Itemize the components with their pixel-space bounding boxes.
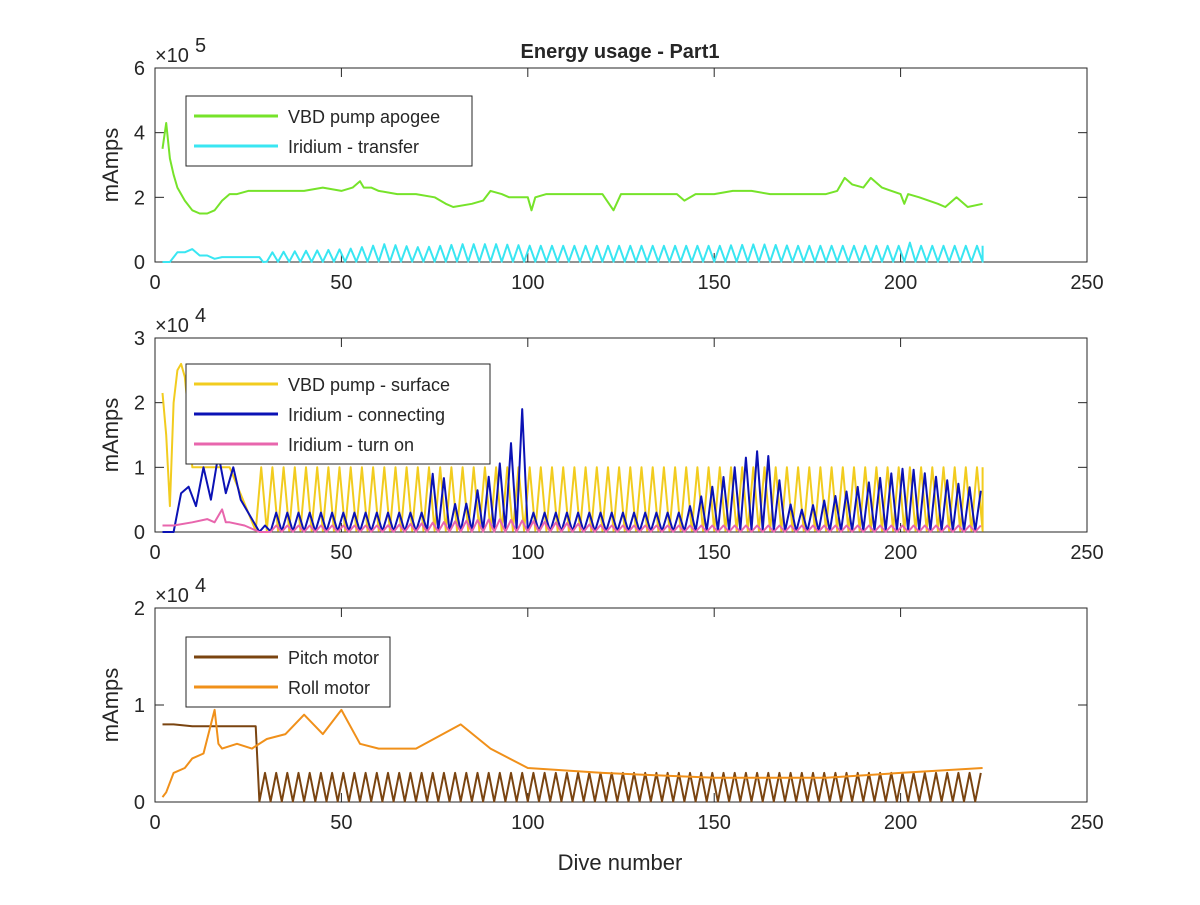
axes-box-2 [154, 337, 1088, 533]
x-tick-label: 250 [1070, 272, 1103, 294]
y-exponent-label: ×10 [155, 585, 189, 607]
series-line-2-3 [162, 508, 982, 533]
x-tick-label: 200 [884, 272, 917, 294]
legend-label: Iridium - connecting [288, 405, 445, 425]
y-exponent: 4 [195, 575, 206, 597]
x-tick-label: 50 [330, 272, 352, 294]
series-line-1-2 [162, 241, 984, 263]
y-exponent: 5 [195, 35, 206, 57]
x-tick-label: 100 [511, 272, 544, 294]
y-tick-label: 6 [134, 58, 145, 80]
x-tick-label: 200 [884, 812, 917, 834]
x-tick-label: 0 [149, 272, 160, 294]
legend-box-3 [185, 636, 391, 708]
y-tick-label: 0 [134, 252, 145, 274]
y-tick-label: 1 [134, 457, 145, 479]
y-tick-label: 4 [134, 123, 145, 145]
legend-label: Iridium - transfer [288, 137, 419, 157]
y-axis-label: mAmps [98, 398, 123, 473]
y-tick-label: 2 [134, 598, 145, 620]
x-tick-label: 50 [330, 542, 352, 564]
x-tick-label: 150 [698, 812, 731, 834]
x-tick-label: 100 [511, 812, 544, 834]
y-exponent-label: ×10 [155, 45, 189, 67]
legend-label: Pitch motor [288, 648, 379, 668]
series-line-2-2 [162, 408, 982, 533]
y-tick-label: 2 [134, 393, 145, 415]
y-tick-label: 1 [134, 695, 145, 717]
y-exponent: 4 [195, 305, 206, 327]
x-tick-label: 0 [149, 542, 160, 564]
legend-box-1 [185, 95, 473, 167]
y-tick-label: 2 [134, 187, 145, 209]
x-tick-label: 0 [149, 812, 160, 834]
axes-box-1 [154, 67, 1088, 263]
legend-label: Iridium - turn on [288, 435, 414, 455]
series-line-3-2 [161, 708, 983, 798]
legend-label: VBD pump apogee [288, 107, 440, 127]
x-axis-label: Dive number [558, 850, 683, 875]
y-tick-label: 3 [134, 328, 145, 350]
y-axis-label: mAmps [98, 128, 123, 203]
x-tick-label: 150 [698, 542, 731, 564]
y-tick-label: 0 [134, 792, 145, 814]
y-axis-label: mAmps [98, 668, 123, 743]
x-tick-label: 250 [1070, 812, 1103, 834]
x-tick-label: 100 [511, 542, 544, 564]
x-tick-label: 50 [330, 812, 352, 834]
series-line-1-1 [161, 122, 983, 215]
y-tick-label: 0 [134, 522, 145, 544]
legend-label: Roll motor [288, 678, 370, 698]
x-tick-label: 200 [884, 542, 917, 564]
y-exponent-label: ×10 [155, 315, 189, 337]
series-line-3-1 [162, 723, 982, 803]
legend-label: VBD pump - surface [288, 375, 450, 395]
x-tick-label: 250 [1070, 542, 1103, 564]
figure-title: Energy usage - Part1 [521, 41, 720, 63]
x-tick-label: 150 [698, 272, 731, 294]
